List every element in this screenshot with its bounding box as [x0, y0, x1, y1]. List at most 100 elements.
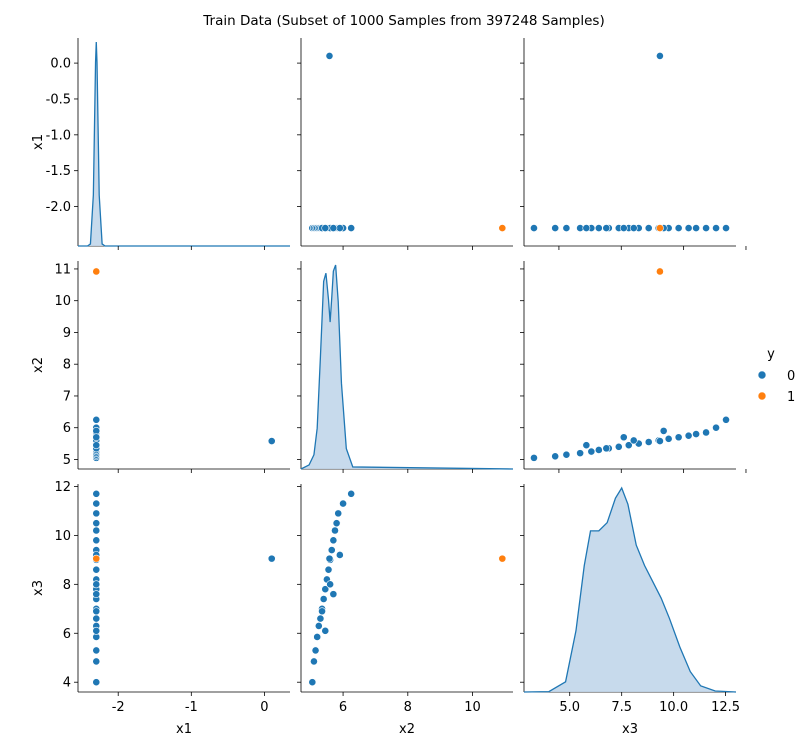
point-class-0	[334, 509, 343, 518]
kde-fill-x1	[78, 42, 290, 246]
point-class-0	[329, 536, 338, 545]
point-class-0	[664, 434, 673, 443]
point-class-0	[92, 499, 101, 508]
point-class-0	[656, 437, 664, 445]
point-class-0	[712, 423, 720, 432]
point-class-0	[92, 590, 101, 599]
ytick-label: 8	[63, 578, 71, 593]
point-class-0	[674, 224, 683, 232]
point-class-0	[347, 224, 356, 232]
point-class-0	[594, 446, 603, 454]
point-class-0	[318, 607, 326, 616]
point-class-0	[656, 52, 664, 60]
point-class-0	[311, 646, 320, 655]
ytick-label: -2.0	[46, 200, 71, 215]
ytick-label: 9	[63, 326, 71, 341]
kde-fill-x3	[524, 488, 736, 692]
point-class-0	[722, 224, 730, 232]
point-class-0	[619, 224, 628, 232]
point-class-1	[656, 224, 664, 232]
point-class-0	[335, 224, 344, 232]
point-class-0	[332, 519, 341, 528]
point-class-0	[92, 657, 101, 666]
xtick-label: -2	[112, 700, 125, 715]
legend-label-0: 0	[787, 369, 795, 384]
kde-line-x1	[78, 41, 290, 247]
point-class-0	[587, 447, 596, 456]
point-class-0	[92, 565, 101, 574]
point-class-0	[702, 224, 710, 232]
point-class-0	[92, 509, 101, 518]
xtick-label: 10.0	[659, 700, 688, 715]
xlabel-x3: x3	[622, 722, 638, 737]
point-class-0	[92, 646, 101, 655]
ytick-label: 6	[63, 627, 71, 642]
point-class-0	[629, 436, 638, 445]
point-class-0	[644, 224, 653, 232]
point-class-0	[314, 622, 323, 630]
legend-title: y	[767, 347, 775, 362]
panel-x3-vs-x3: 5.0 7.5 10.0 12.5 x3	[520, 484, 740, 737]
point-class-0	[331, 526, 339, 535]
point-class-0	[326, 580, 335, 589]
kde-fill-x2	[301, 265, 513, 469]
point-class-0	[321, 626, 330, 635]
xtick-label: 5.0	[559, 700, 580, 715]
xtick-label: -1	[185, 700, 198, 715]
point-class-0	[325, 52, 334, 60]
panel-x3-vs-x2: 6 8 10 x2	[297, 484, 513, 737]
point-class-0	[321, 585, 330, 594]
point-class-0	[551, 452, 560, 461]
kde-line-x3	[523, 486, 737, 693]
ytick-label: 10	[54, 529, 71, 544]
pairplot-grid: 0.0 -0.5 -1.0 -1.5 -2.0 x1 11 10 9 8 7 6 5 x2 12 10 8 6 4 x…	[31, 38, 747, 737]
point-class-0	[562, 224, 571, 232]
ytick-label: 12	[54, 480, 71, 495]
point-class-0	[582, 224, 591, 232]
ytick-label: 6	[63, 421, 71, 436]
point-class-0	[92, 607, 101, 616]
point-class-0	[684, 224, 693, 232]
point-class-0	[310, 657, 318, 666]
xtick-label: 6	[339, 700, 347, 715]
point-class-0	[92, 519, 101, 528]
point-class-0	[92, 489, 101, 498]
xtick-label: 10	[464, 700, 481, 715]
kde-line-x2	[300, 264, 514, 470]
point-class-0	[92, 626, 101, 635]
point-class-0	[619, 433, 628, 442]
point-class-0	[562, 450, 571, 459]
xtick-label: 7.5	[611, 700, 632, 715]
panel-x2-vs-x2	[297, 261, 514, 473]
panel-x2-vs-x3	[520, 261, 747, 473]
point-class-0	[629, 224, 638, 232]
point-class-0	[684, 431, 693, 440]
ylabel-x2: x2	[31, 357, 46, 373]
ytick-label: 5	[63, 453, 71, 468]
point-class-0	[674, 433, 683, 442]
panel-x2-vs-x1: 11 10 9 8 7 6 5 x2	[31, 261, 290, 473]
ylabel-x1: x1	[31, 134, 46, 150]
panel-x1-vs-x1: 0.0 -0.5 -1.0 -1.5 -2.0 x1	[31, 38, 290, 250]
xlabel-x2: x2	[399, 722, 415, 737]
point-class-0	[602, 224, 611, 232]
point-class-0	[602, 444, 611, 453]
point-class-0	[692, 224, 700, 232]
point-class-0	[329, 224, 338, 232]
point-class-0	[702, 428, 710, 437]
ytick-label: 8	[63, 358, 71, 373]
point-class-0	[712, 224, 720, 232]
point-class-1	[498, 224, 507, 232]
ytick-label: -0.5	[46, 92, 71, 107]
xtick-label: 12.5	[711, 700, 740, 715]
point-class-0	[644, 438, 653, 446]
panel-x1-vs-x3	[520, 38, 747, 250]
point-class-0	[722, 415, 730, 424]
legend-marker-0	[757, 370, 767, 380]
point-class-0	[316, 614, 325, 623]
point-class-0	[594, 224, 603, 232]
point-class-0	[576, 449, 585, 458]
ytick-label: 11	[54, 262, 71, 277]
point-class-0	[329, 590, 338, 599]
point-class-0	[321, 224, 330, 232]
